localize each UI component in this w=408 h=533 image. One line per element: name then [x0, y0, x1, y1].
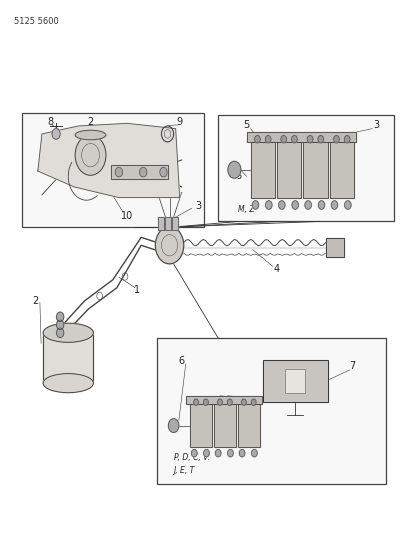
Bar — [218, 115, 395, 221]
Bar — [186, 396, 262, 405]
Text: 6: 6 — [235, 172, 242, 181]
Bar — [237, 405, 260, 447]
Polygon shape — [38, 123, 180, 198]
Circle shape — [252, 201, 259, 209]
Bar — [214, 405, 236, 447]
Bar — [111, 165, 168, 179]
Circle shape — [227, 399, 232, 406]
Circle shape — [345, 201, 351, 209]
Bar — [246, 132, 356, 142]
Text: 5125 5600: 5125 5600 — [13, 17, 58, 26]
Circle shape — [279, 201, 285, 209]
Text: 9: 9 — [177, 117, 183, 127]
Circle shape — [255, 135, 260, 143]
Bar — [111, 165, 168, 179]
Bar — [158, 217, 164, 230]
Text: 10: 10 — [121, 211, 133, 221]
Circle shape — [334, 135, 339, 143]
Bar — [251, 142, 275, 198]
Text: 6: 6 — [179, 356, 185, 366]
Circle shape — [305, 201, 311, 209]
Text: 1: 1 — [134, 285, 140, 295]
Ellipse shape — [43, 374, 93, 393]
Circle shape — [194, 399, 198, 406]
Bar — [330, 142, 354, 198]
Circle shape — [56, 320, 64, 329]
Bar — [165, 217, 171, 230]
Text: 3: 3 — [373, 120, 379, 130]
Bar — [157, 338, 386, 484]
Circle shape — [140, 167, 147, 177]
Ellipse shape — [75, 130, 106, 140]
Circle shape — [75, 135, 106, 175]
Bar — [190, 405, 212, 447]
Bar — [165, 217, 171, 230]
Circle shape — [115, 167, 122, 177]
Circle shape — [292, 135, 297, 143]
Circle shape — [307, 135, 313, 143]
Bar — [277, 142, 301, 198]
Circle shape — [204, 449, 209, 457]
Bar — [43, 333, 93, 383]
Circle shape — [160, 167, 167, 177]
Circle shape — [251, 449, 257, 457]
Circle shape — [266, 201, 272, 209]
Text: 2: 2 — [33, 296, 39, 306]
Bar — [22, 113, 204, 227]
Bar — [286, 369, 305, 393]
Bar — [263, 360, 328, 402]
Bar — [263, 360, 328, 402]
Bar — [172, 217, 177, 230]
Bar — [326, 238, 344, 257]
Bar — [286, 369, 305, 393]
Bar — [303, 142, 328, 198]
Circle shape — [56, 312, 64, 321]
Circle shape — [265, 135, 271, 143]
Text: P, D, C, V.: P, D, C, V. — [174, 453, 209, 462]
Text: 2: 2 — [87, 117, 94, 127]
Bar — [158, 217, 164, 230]
Ellipse shape — [43, 323, 93, 342]
Bar — [303, 142, 328, 198]
Circle shape — [155, 227, 184, 264]
Circle shape — [242, 399, 246, 406]
Text: M, Z: M, Z — [238, 205, 255, 214]
Circle shape — [215, 449, 221, 457]
Circle shape — [251, 399, 256, 406]
Bar — [43, 333, 93, 383]
Circle shape — [281, 135, 286, 143]
Text: J, E, T: J, E, T — [174, 466, 195, 475]
Circle shape — [169, 419, 179, 432]
Text: 4: 4 — [274, 264, 280, 274]
Bar — [326, 238, 344, 257]
Bar — [246, 132, 356, 142]
Circle shape — [52, 128, 60, 139]
Bar — [237, 405, 260, 447]
Text: 8: 8 — [47, 117, 53, 127]
Bar — [277, 142, 301, 198]
Bar — [172, 217, 177, 230]
Circle shape — [217, 399, 222, 406]
Circle shape — [292, 201, 298, 209]
Circle shape — [239, 449, 245, 457]
Bar — [190, 405, 212, 447]
Bar — [186, 396, 262, 405]
Circle shape — [204, 399, 208, 406]
Circle shape — [228, 449, 233, 457]
Circle shape — [56, 328, 64, 337]
Circle shape — [344, 135, 350, 143]
Circle shape — [191, 449, 197, 457]
Circle shape — [228, 161, 241, 178]
Bar — [214, 405, 236, 447]
Circle shape — [318, 201, 325, 209]
Circle shape — [318, 135, 324, 143]
Text: 7: 7 — [349, 361, 355, 371]
Bar — [251, 142, 275, 198]
Text: 5: 5 — [244, 120, 250, 130]
Text: 3: 3 — [195, 200, 201, 211]
Circle shape — [331, 201, 338, 209]
Bar — [330, 142, 354, 198]
